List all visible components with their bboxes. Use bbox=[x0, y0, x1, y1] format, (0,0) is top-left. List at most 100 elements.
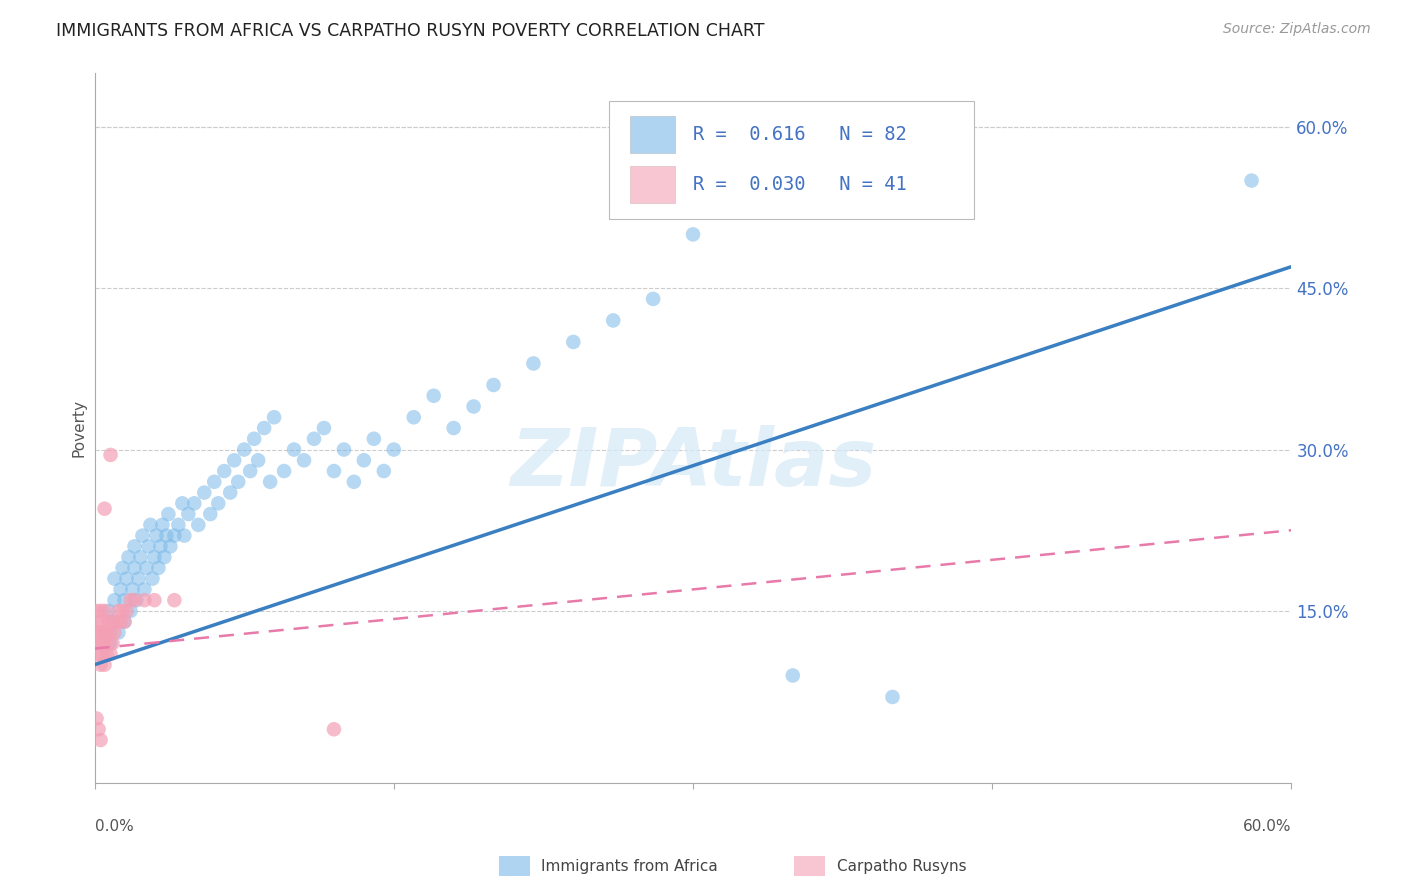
Point bbox=[100, 647, 122, 661]
Point bbox=[239, 464, 262, 478]
Point bbox=[93, 625, 115, 640]
Point bbox=[139, 517, 162, 532]
Point bbox=[422, 389, 444, 403]
Point bbox=[124, 561, 146, 575]
Point bbox=[134, 593, 156, 607]
Point bbox=[302, 432, 325, 446]
Point bbox=[163, 528, 186, 542]
Point bbox=[97, 636, 120, 650]
Point bbox=[120, 593, 142, 607]
Point bbox=[323, 723, 346, 737]
Point bbox=[100, 625, 122, 640]
Text: ZIPAtlas: ZIPAtlas bbox=[510, 425, 876, 502]
FancyBboxPatch shape bbox=[630, 116, 675, 153]
Point bbox=[273, 464, 295, 478]
Point bbox=[682, 227, 704, 242]
Point bbox=[135, 561, 157, 575]
Point bbox=[233, 442, 256, 457]
Point bbox=[131, 528, 153, 542]
Point bbox=[172, 496, 194, 510]
Text: R =  0.616   N = 82: R = 0.616 N = 82 bbox=[693, 125, 907, 145]
Point bbox=[93, 625, 115, 640]
Point bbox=[263, 410, 285, 425]
Point bbox=[882, 690, 904, 704]
Point bbox=[110, 582, 132, 597]
Point bbox=[183, 496, 205, 510]
Point bbox=[138, 540, 160, 554]
Point bbox=[259, 475, 281, 489]
Point bbox=[167, 517, 190, 532]
Point bbox=[91, 636, 114, 650]
Point bbox=[103, 625, 125, 640]
Point bbox=[207, 496, 229, 510]
Point bbox=[482, 378, 505, 392]
Point bbox=[90, 636, 112, 650]
Point bbox=[100, 448, 122, 462]
Point bbox=[101, 636, 124, 650]
Point bbox=[141, 572, 163, 586]
Point bbox=[562, 334, 585, 349]
Y-axis label: Poverty: Poverty bbox=[72, 399, 86, 457]
Point bbox=[124, 540, 146, 554]
Point bbox=[402, 410, 425, 425]
Text: Immigrants from Africa: Immigrants from Africa bbox=[541, 859, 718, 873]
Point bbox=[382, 442, 405, 457]
Point bbox=[202, 475, 225, 489]
Point bbox=[93, 657, 115, 672]
Point bbox=[152, 517, 174, 532]
Point bbox=[157, 507, 180, 521]
Point bbox=[443, 421, 465, 435]
Point bbox=[312, 421, 335, 435]
Point bbox=[643, 292, 665, 306]
Point bbox=[145, 528, 167, 542]
Point bbox=[90, 625, 112, 640]
Point bbox=[212, 464, 235, 478]
Point bbox=[163, 593, 186, 607]
Point bbox=[187, 517, 209, 532]
Text: 60.0%: 60.0% bbox=[1243, 819, 1292, 833]
Point bbox=[105, 615, 128, 629]
Point bbox=[87, 625, 110, 640]
Point bbox=[114, 615, 136, 629]
Point bbox=[253, 421, 276, 435]
Point bbox=[193, 485, 215, 500]
Point bbox=[283, 442, 305, 457]
Point bbox=[159, 540, 181, 554]
Point bbox=[90, 733, 112, 747]
Point bbox=[86, 636, 108, 650]
Point bbox=[110, 615, 132, 629]
Point bbox=[90, 604, 112, 618]
Point bbox=[97, 604, 120, 618]
Point bbox=[463, 400, 485, 414]
Point bbox=[90, 657, 112, 672]
Point bbox=[292, 453, 315, 467]
Point bbox=[143, 550, 166, 565]
Point bbox=[100, 636, 122, 650]
Point bbox=[200, 507, 222, 521]
Point bbox=[333, 442, 356, 457]
Point bbox=[127, 572, 149, 586]
Point bbox=[101, 615, 124, 629]
Point bbox=[86, 604, 108, 618]
Point bbox=[226, 475, 249, 489]
Point bbox=[107, 604, 129, 618]
Point bbox=[224, 453, 246, 467]
Point bbox=[323, 464, 346, 478]
Text: Carpatho Rusyns: Carpatho Rusyns bbox=[837, 859, 966, 873]
Point bbox=[96, 625, 118, 640]
Point bbox=[134, 582, 156, 597]
Point bbox=[782, 668, 804, 682]
Point bbox=[243, 432, 266, 446]
Point bbox=[149, 540, 172, 554]
Point bbox=[93, 604, 115, 618]
Point bbox=[121, 582, 143, 597]
FancyBboxPatch shape bbox=[609, 102, 974, 219]
Point bbox=[93, 501, 115, 516]
Point bbox=[87, 647, 110, 661]
Point bbox=[96, 647, 118, 661]
Point bbox=[173, 528, 195, 542]
Text: Source: ZipAtlas.com: Source: ZipAtlas.com bbox=[1223, 22, 1371, 37]
Point bbox=[148, 561, 170, 575]
Point bbox=[125, 593, 148, 607]
Point bbox=[115, 604, 138, 618]
